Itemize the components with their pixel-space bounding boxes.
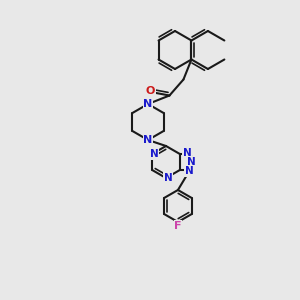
Text: N: N xyxy=(183,148,191,158)
Text: N: N xyxy=(187,157,196,167)
Text: O: O xyxy=(146,86,155,97)
Text: N: N xyxy=(143,135,153,145)
Text: N: N xyxy=(184,166,193,176)
Text: F: F xyxy=(174,221,182,231)
Text: N: N xyxy=(164,173,172,183)
Text: N: N xyxy=(150,149,158,159)
Text: N: N xyxy=(143,99,153,109)
